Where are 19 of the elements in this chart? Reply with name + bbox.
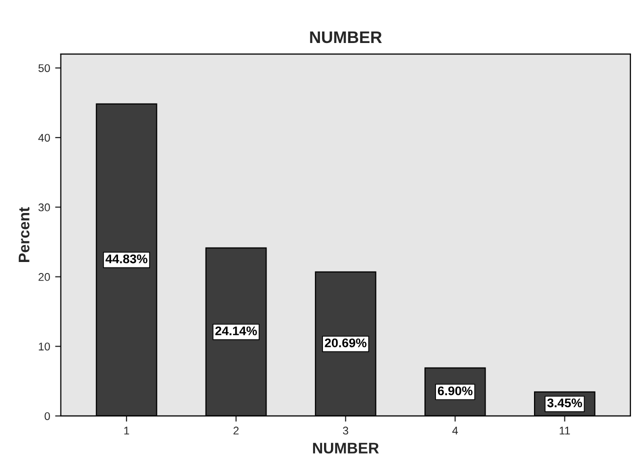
y-tick-label: 40 bbox=[38, 134, 50, 142]
data-label: 3.45% bbox=[547, 398, 582, 408]
x-tick-label: 11 bbox=[560, 426, 570, 434]
y-axis-title: Percent bbox=[18, 207, 30, 262]
data-label: 44.83% bbox=[106, 254, 148, 264]
chart-title: NUMBER bbox=[310, 31, 382, 44]
x-tick-label: 4 bbox=[452, 426, 458, 434]
x-axis-title: NUMBER bbox=[313, 442, 379, 454]
x-tick-label: 3 bbox=[342, 426, 348, 435]
x-tick-label: 1 bbox=[124, 426, 130, 434]
y-tick-label: 20 bbox=[38, 273, 50, 281]
y-tick-label: 30 bbox=[38, 203, 50, 212]
data-label: 20.69% bbox=[324, 338, 366, 348]
y-tick-label: 0 bbox=[44, 412, 50, 420]
data-label: 6.90% bbox=[438, 386, 473, 396]
y-tick-label: 10 bbox=[38, 342, 50, 350]
data-label: 24.14% bbox=[215, 326, 257, 336]
x-tick-label: 2 bbox=[234, 426, 239, 434]
y-tick-label: 50 bbox=[38, 64, 50, 72]
